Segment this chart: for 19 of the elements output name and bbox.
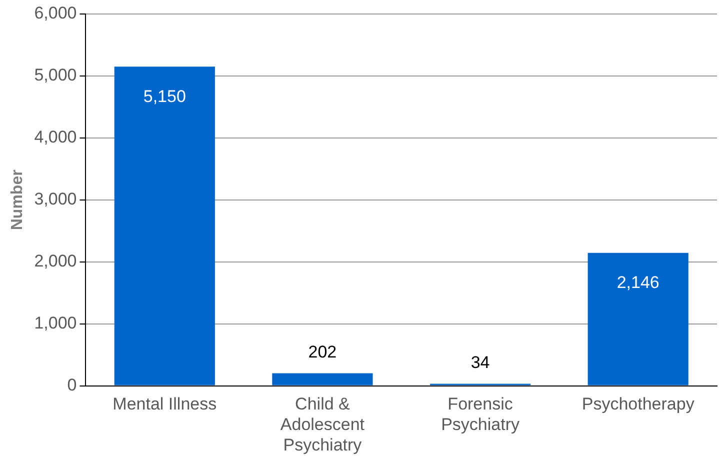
x-tick-label: Mental Illness	[112, 394, 217, 414]
y-axis-title: Number	[9, 170, 26, 230]
bar	[272, 373, 373, 386]
y-tick-label: 6,000	[34, 4, 77, 23]
x-tick-label: Psychotherapy	[582, 394, 695, 414]
x-tick-label: Forensic Psychiatry	[441, 394, 520, 434]
y-tick-label: 3,000	[34, 190, 77, 209]
y-tick-label: 4,000	[34, 128, 77, 147]
data-label: 202	[308, 342, 337, 362]
bar	[588, 252, 688, 386]
data-label: 5,150	[143, 86, 186, 106]
data-label: 34	[470, 352, 490, 372]
y-tick-label: 5,000	[34, 66, 77, 85]
data-label: 2,146	[616, 273, 660, 292]
y-tick-label: 1,000	[34, 314, 77, 333]
y-tick-label: 0	[67, 375, 77, 394]
y-tick-label: 2,000	[34, 252, 77, 271]
x-tick-label: Child & Adolescent Psychiatry	[280, 394, 365, 454]
bar	[114, 66, 215, 386]
